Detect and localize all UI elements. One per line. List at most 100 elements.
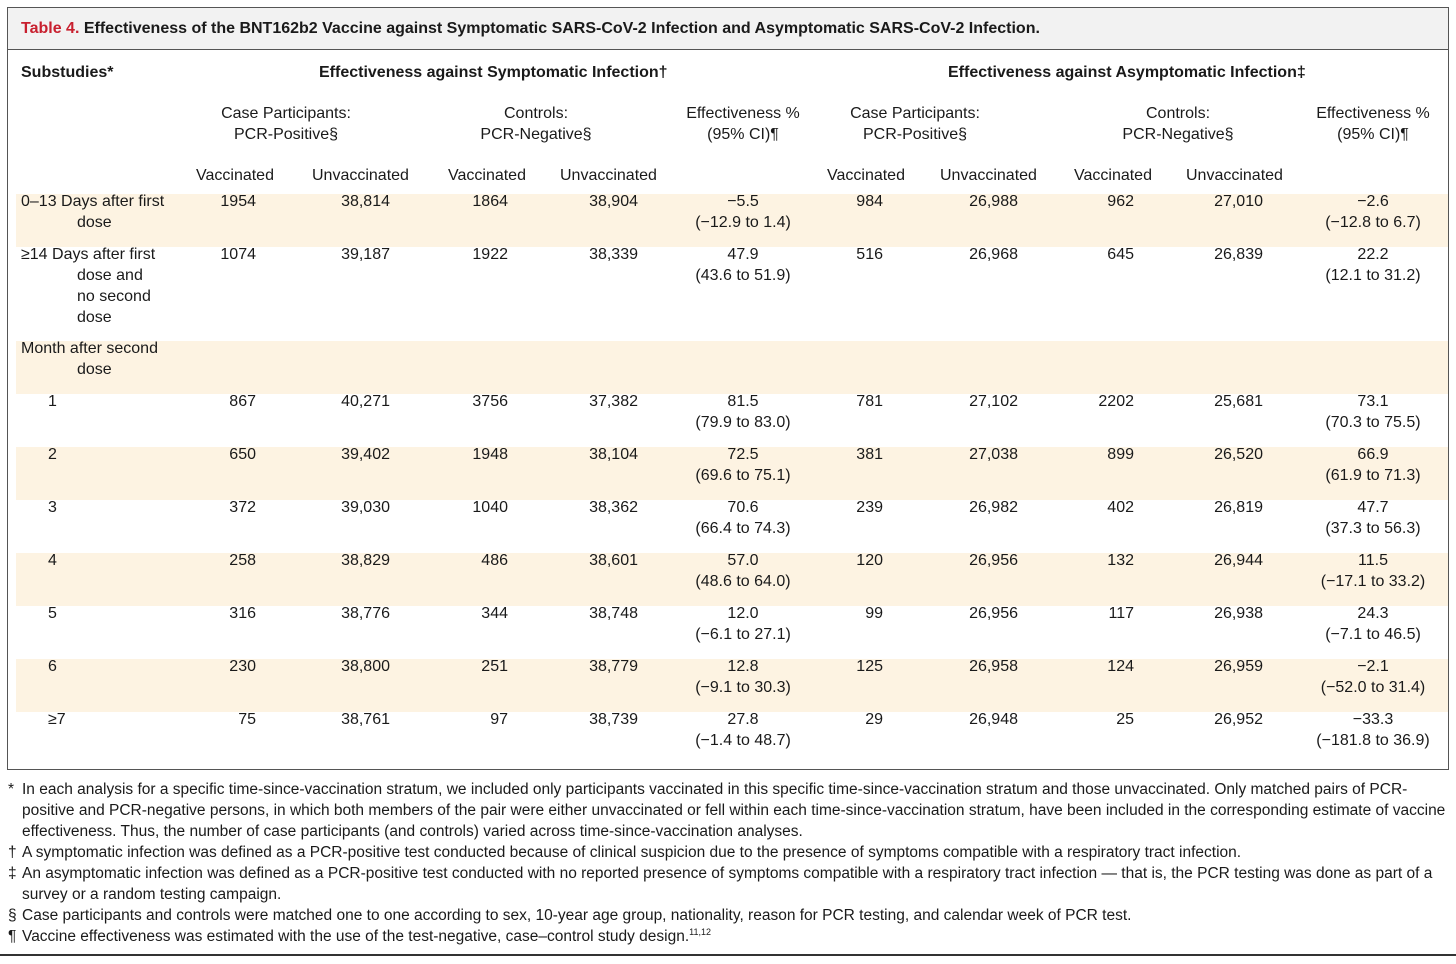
- footnote-text: An asymptomatic infection was defined as…: [22, 863, 1450, 905]
- header-asym-effectiveness-line1: Effectiveness %: [1316, 105, 1430, 122]
- table-cell-asym-ctrl-vax: 124: [1107, 658, 1134, 675]
- header-asym-ctrl-vaccinated: Vaccinated: [1074, 167, 1152, 184]
- table-cell-asym-case-unvax: 26,958: [969, 658, 1018, 675]
- sym-effectiveness-ci: (69.6 to 75.1): [695, 467, 791, 484]
- footnote: * In each analysis for a specific time-si…: [8, 779, 1448, 842]
- sym-effectiveness-value: 81.5: [727, 393, 759, 410]
- footnote-references: 11,12: [689, 926, 712, 937]
- table-cell-sym-ctrl-vax: 3756: [472, 393, 508, 410]
- table-cell-asym-case-vax: 516: [856, 246, 883, 263]
- asym-effectiveness-value: 73.1: [1357, 393, 1389, 410]
- sym-effectiveness-ci: (79.9 to 83.0): [695, 414, 791, 431]
- table-cell-asym-case-vax: 29: [865, 711, 883, 728]
- sym-effectiveness-ci: (−9.1 to 30.3): [695, 679, 791, 696]
- table-cell-sym-ctrl-vax: 344: [481, 605, 508, 622]
- footnote-text: Vaccine effectiveness was estimated with…: [22, 926, 1450, 947]
- header-sym-ctrl-unvaccinated: Unvaccinated: [560, 167, 657, 184]
- row-label: dose: [77, 361, 112, 378]
- table-cell-sym-ctrl-unvax: 38,104: [589, 446, 638, 463]
- table-cell-sym-ctrl-unvax: 38,904: [589, 193, 638, 210]
- table-cell-asym-ctrl-vax: 25: [1116, 711, 1134, 728]
- table-cell-sym-case-vax: 650: [229, 446, 256, 463]
- sym-effectiveness-value: 27.8: [727, 711, 759, 728]
- row-band: [16, 553, 1448, 606]
- asym-effectiveness-ci: (−52.0 to 31.4): [1320, 679, 1426, 696]
- header-sym-ctrl-vaccinated: Vaccinated: [448, 167, 526, 184]
- sym-effectiveness-ci: (−12.9 to 1.4): [695, 214, 791, 231]
- table-cell-sym-case-vax: 372: [229, 499, 256, 516]
- footnote: ‡ An asymptomatic infection was defined a…: [8, 863, 1448, 905]
- sym-effectiveness-value: −5.5: [727, 193, 759, 210]
- table-cell-sym-case-unvax: 39,187: [341, 246, 390, 263]
- header-asym-controls-line2: PCR-Negative§: [1122, 126, 1234, 143]
- table-cell-asym-ctrl-unvax: 26,938: [1214, 605, 1263, 622]
- table-container: Table 4. Effectiveness of the BNT162b2 V…: [7, 7, 1449, 770]
- table-cell-sym-case-unvax: 38,761: [341, 711, 390, 728]
- footnote-symbol: §: [8, 907, 17, 924]
- footnote-symbol: ¶: [8, 928, 17, 945]
- table-cell-sym-case-vax: 230: [229, 658, 256, 675]
- footnote-text-content: In each analysis for a specific time-sin…: [22, 781, 1446, 840]
- footnote-text-content: Vaccine effectiveness was estimated with…: [22, 928, 690, 945]
- asym-effectiveness-ci: (70.3 to 75.5): [1325, 414, 1421, 431]
- header-asym-controls-line1: Controls:: [1145, 105, 1211, 122]
- asym-effectiveness-value: 24.3: [1357, 605, 1389, 622]
- table-cell-asym-case-vax: 99: [865, 605, 883, 622]
- table-cell-sym-ctrl-vax: 1922: [472, 246, 508, 263]
- sym-effectiveness-value: 12.8: [727, 658, 759, 675]
- table-cell-sym-case-unvax: 38,800: [341, 658, 390, 675]
- row-band: [16, 194, 1448, 247]
- header-sym-controls-line1: Controls:: [503, 105, 569, 122]
- bottom-rule: [0, 954, 1456, 956]
- row-label: 3: [48, 499, 57, 516]
- row-label: 4: [48, 552, 57, 569]
- table-cell-sym-case-vax: 1954: [220, 193, 256, 210]
- table-cell-sym-case-vax: 1074: [220, 246, 256, 263]
- sym-effectiveness-value: 47.9: [727, 246, 759, 263]
- table-cell-asym-case-vax: 984: [856, 193, 883, 210]
- table-cell-sym-ctrl-unvax: 38,779: [589, 658, 638, 675]
- footnote: § Case participants and controls were mat…: [8, 905, 1448, 926]
- asym-effectiveness-value: 47.7: [1357, 499, 1389, 516]
- table-cell-sym-case-unvax: 39,030: [341, 499, 390, 516]
- row-label: ≥7: [48, 711, 66, 728]
- table-cell-asym-case-vax: 781: [856, 393, 883, 410]
- header-asymptomatic-group: Effectiveness against Asymptomatic Infec…: [948, 64, 1306, 81]
- sym-effectiveness-ci: (−6.1 to 27.1): [695, 626, 791, 643]
- table-cell-asym-ctrl-unvax: 26,952: [1214, 711, 1263, 728]
- table-cell-sym-ctrl-unvax: 38,362: [589, 499, 638, 516]
- footnote-text-content: An asymptomatic infection was defined as…: [22, 865, 1433, 903]
- header-sym-cases-line1: Case Participants:: [221, 105, 351, 122]
- sym-effectiveness-value: 70.6: [727, 499, 759, 516]
- footnote: † A symptomatic infection was defined as …: [8, 842, 1448, 863]
- header-sym-cases-line2: PCR-Positive§: [233, 126, 339, 143]
- row-label: 0–13 Days after first: [21, 193, 165, 210]
- table-cell-sym-case-unvax: 38,829: [341, 552, 390, 569]
- footnote-symbol: *: [8, 781, 15, 798]
- row-label: dose: [77, 214, 112, 231]
- asym-effectiveness-ci: (61.9 to 71.3): [1325, 467, 1421, 484]
- table-cell-sym-ctrl-unvax: 38,748: [589, 605, 638, 622]
- header-asym-ctrl-unvaccinated: Unvaccinated: [1186, 167, 1283, 184]
- sym-effectiveness-ci: (66.4 to 74.3): [695, 520, 791, 537]
- table-cell-asym-case-vax: 239: [856, 499, 883, 516]
- table-cell-asym-case-unvax: 26,948: [969, 711, 1018, 728]
- row-label: dose and: [77, 267, 143, 284]
- header-asym-case-unvaccinated: Unvaccinated: [940, 167, 1037, 184]
- table-cell-sym-ctrl-vax: 1864: [472, 193, 508, 210]
- asym-effectiveness-ci: (12.1 to 31.2): [1325, 267, 1421, 284]
- table-cell-asym-case-vax: 381: [856, 446, 883, 463]
- table-cell-asym-case-unvax: 26,982: [969, 499, 1018, 516]
- table-cell-asym-ctrl-unvax: 26,944: [1214, 552, 1263, 569]
- row-band: [16, 447, 1448, 500]
- table-cell-asym-case-vax: 125: [856, 658, 883, 675]
- header-sym-effectiveness-line1: Effectiveness %: [686, 105, 800, 122]
- table-cell-sym-ctrl-vax: 1948: [472, 446, 508, 463]
- asym-effectiveness-ci: (−7.1 to 46.5): [1325, 626, 1421, 643]
- asym-effectiveness-ci: (−17.1 to 33.2): [1320, 573, 1426, 590]
- table-cell-sym-ctrl-unvax: 38,601: [589, 552, 638, 569]
- table-cell-asym-ctrl-unvax: 26,520: [1214, 446, 1263, 463]
- table-cell-asym-case-unvax: 27,038: [969, 446, 1018, 463]
- row-label: no second: [77, 288, 151, 305]
- table-cell-asym-ctrl-vax: 962: [1107, 193, 1134, 210]
